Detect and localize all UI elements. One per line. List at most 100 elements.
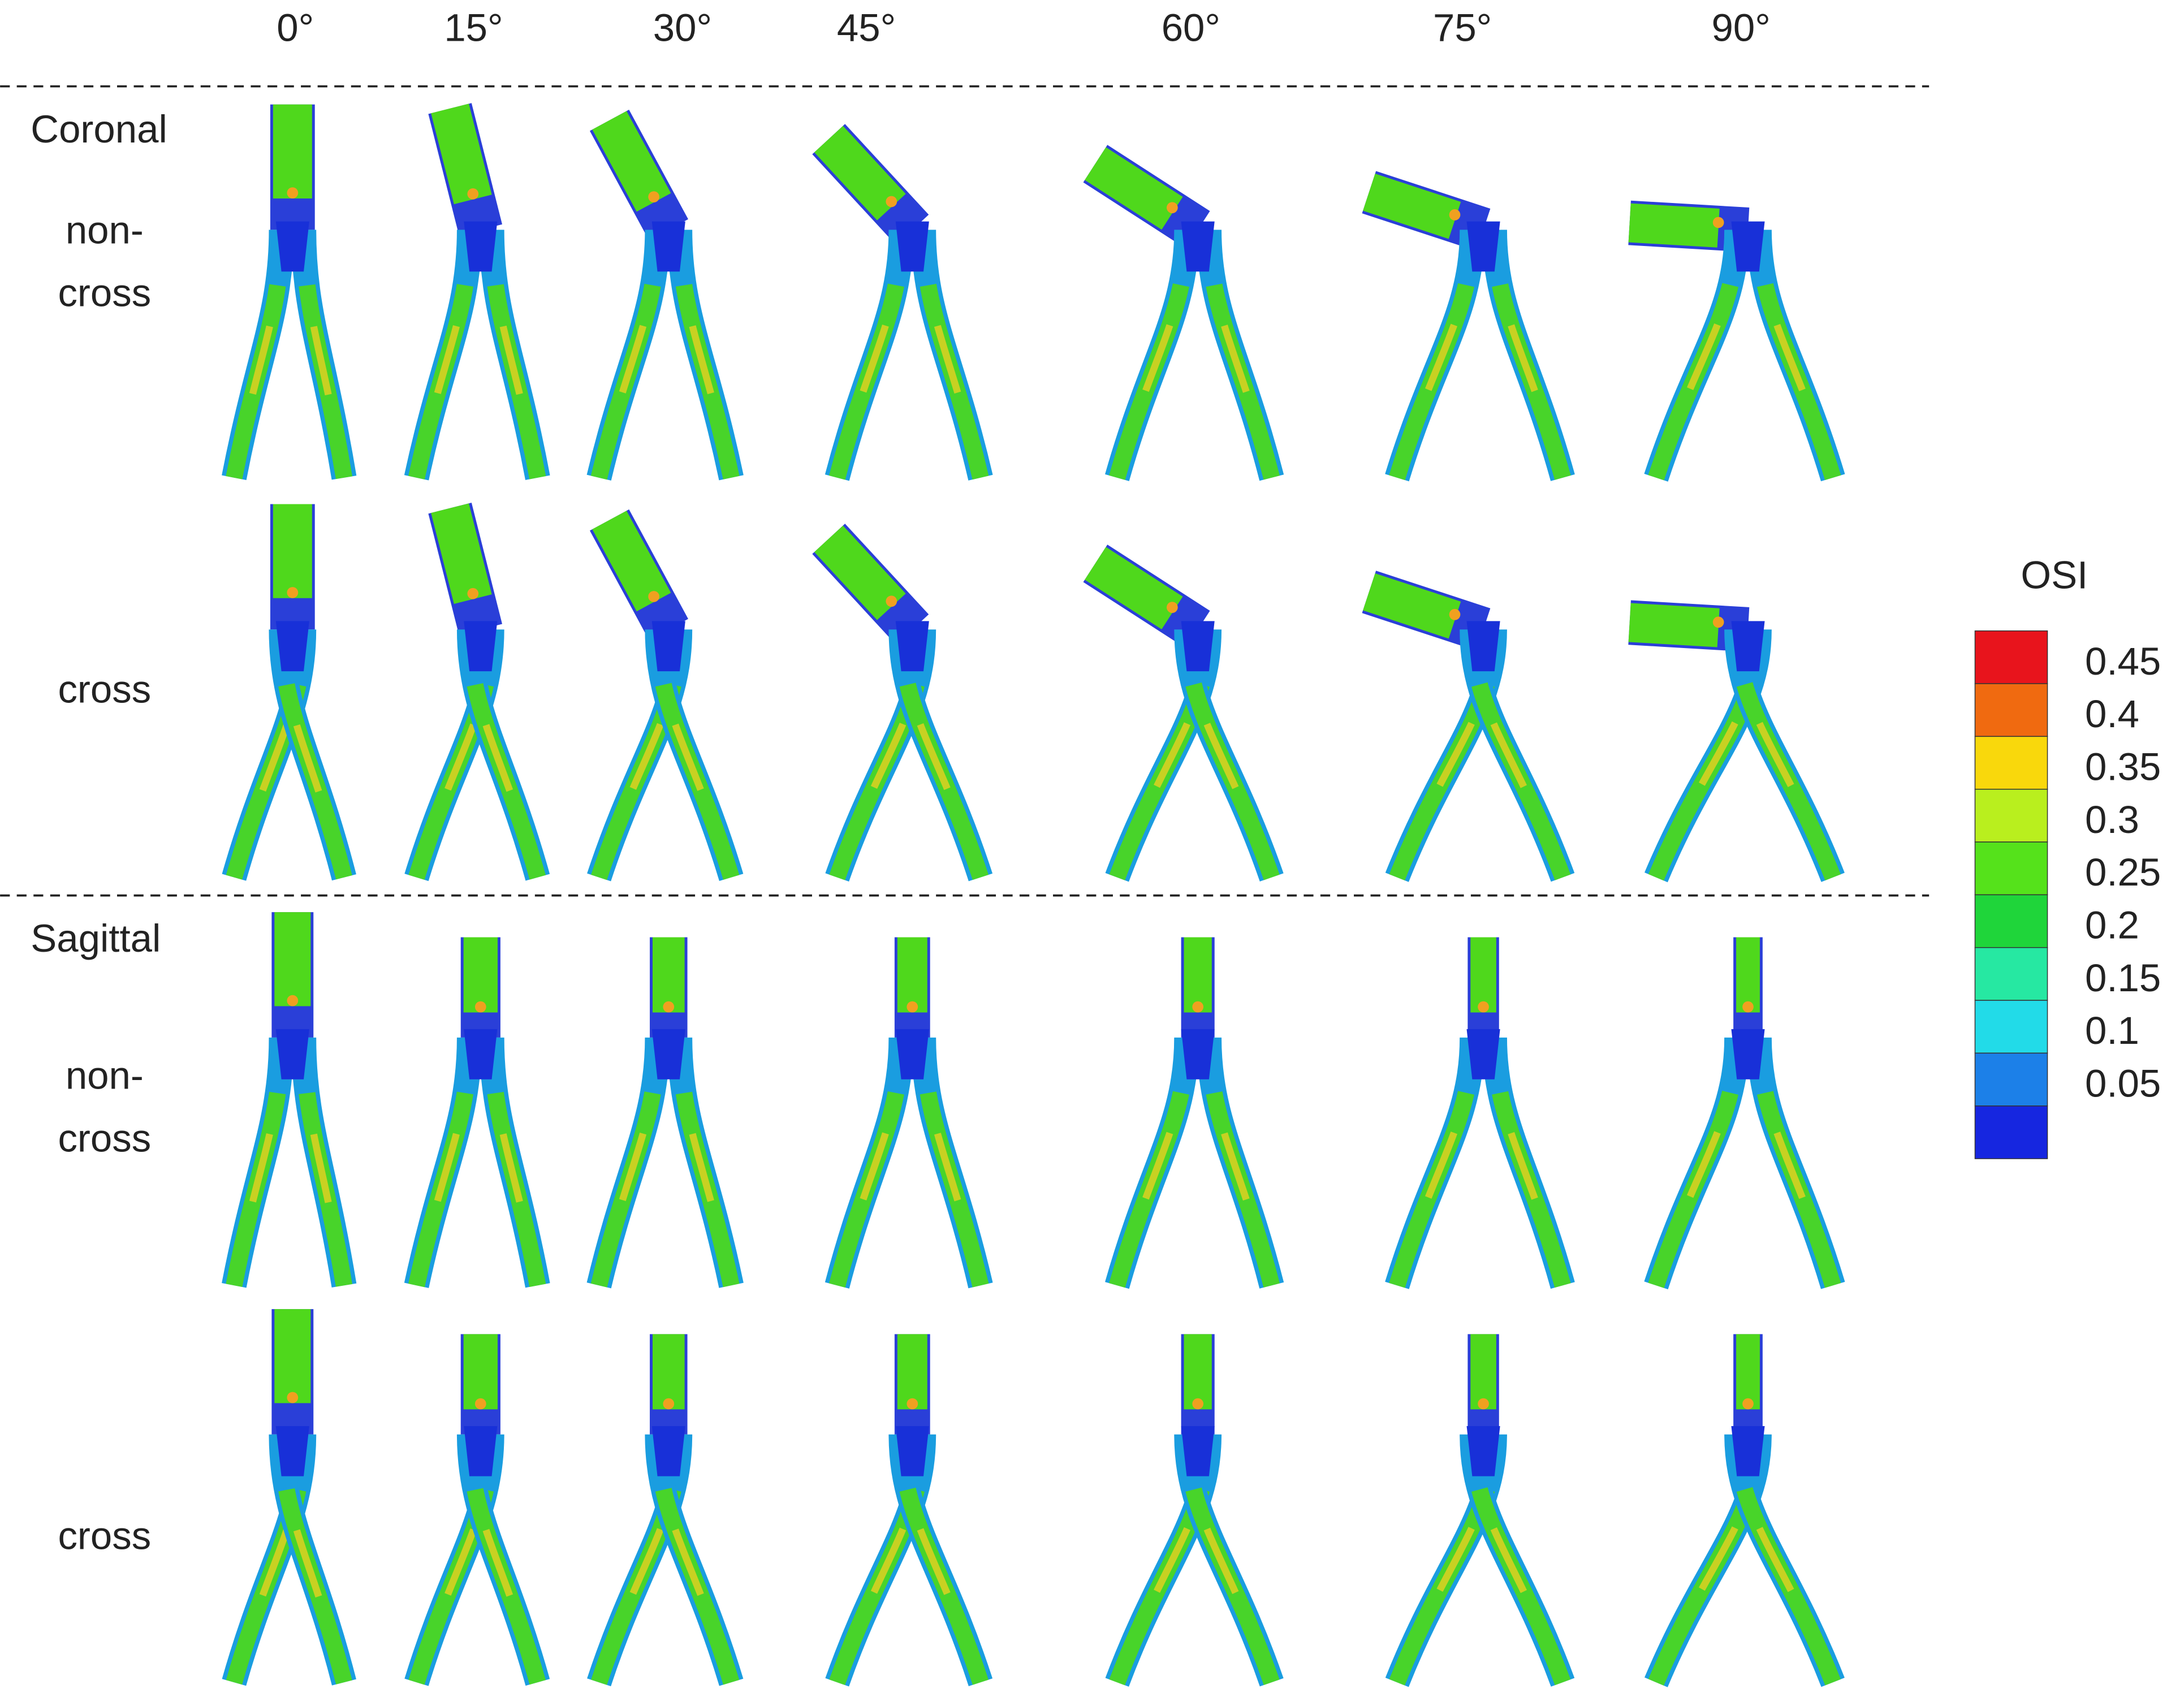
graft-limb <box>1113 230 1190 479</box>
graft <box>812 524 993 882</box>
hotspot <box>287 187 299 198</box>
graft-limb <box>1183 1434 1275 1684</box>
colorbar-label: 0.3 <box>2085 798 2139 841</box>
colorbar-label: 0.1 <box>2085 1009 2139 1052</box>
bifurcation <box>1466 221 1500 272</box>
hotspot <box>287 587 299 598</box>
graft-limb <box>1469 1434 1566 1684</box>
graft-limb <box>413 1434 495 1683</box>
colorbar-label: 0.4 <box>2085 692 2139 736</box>
hotspot <box>1712 217 1724 228</box>
graft <box>222 912 357 1288</box>
column-header: 0° <box>277 6 314 49</box>
row-label: cross <box>58 667 151 711</box>
graft-limb <box>413 230 473 479</box>
colorbar-band <box>1974 736 2048 790</box>
graft-limb <box>230 230 285 478</box>
hotspot <box>1192 1398 1204 1410</box>
graft-limb <box>1755 1037 1837 1286</box>
row-label: non- <box>66 1054 144 1098</box>
graft-trunk <box>1363 174 1461 239</box>
bifurcation <box>1466 1029 1500 1079</box>
graft <box>404 103 550 481</box>
graft <box>1645 1334 1845 1687</box>
colorbar-label: 0.2 <box>2085 903 2139 947</box>
column-header: 30° <box>653 6 712 49</box>
graft-trunk <box>431 103 492 205</box>
section-label: Sagittal <box>31 917 161 960</box>
graft-limb <box>278 629 348 879</box>
graft-trunk <box>814 126 906 221</box>
bifurcation <box>275 621 309 672</box>
hotspot <box>907 1001 918 1013</box>
graft-trunk <box>1628 603 1720 647</box>
graft-limb <box>465 1434 541 1683</box>
column-header: 45° <box>837 6 896 49</box>
graft-limb <box>834 1037 905 1286</box>
graft <box>222 504 356 881</box>
graft-limb <box>413 629 495 879</box>
bifurcation <box>1181 1426 1215 1476</box>
hotspot <box>1478 1001 1489 1013</box>
graft-limb <box>1491 1037 1566 1286</box>
hotspot <box>886 196 897 208</box>
colorbar: OSI 0.45 0.4 0.35 0.3 0.25 0.2 0.15 0.1 0.05 <box>1974 553 2161 1159</box>
graft-limb <box>1113 1434 1213 1684</box>
graft <box>1628 200 1845 482</box>
graft <box>1105 937 1284 1289</box>
bifurcation <box>1731 221 1765 272</box>
hotspot <box>907 1398 918 1410</box>
graft-limb <box>676 230 735 479</box>
graft <box>1362 171 1575 482</box>
colorbar-label: 0.35 <box>2085 745 2161 788</box>
graft-limb <box>1652 629 1763 879</box>
bifurcation <box>1466 1426 1500 1476</box>
graft <box>587 1334 744 1687</box>
graft-limb <box>230 1037 285 1286</box>
hotspot <box>467 588 479 599</box>
hotspot <box>1192 1001 1204 1013</box>
graft-trunk <box>592 111 671 212</box>
hotspot <box>287 1392 299 1403</box>
graft <box>404 503 550 882</box>
hotspot <box>663 1001 675 1013</box>
hotspot <box>1449 608 1461 620</box>
graft-trunk <box>592 511 671 612</box>
graft-limb <box>834 629 927 879</box>
bifurcation <box>651 1029 685 1079</box>
graft-limb <box>920 1037 984 1286</box>
graft-trunk <box>1363 573 1461 639</box>
labels: 0° 15° 30° 45° 60° 75° 90° Coronal non-cross cros… <box>31 6 1771 1557</box>
graft <box>1385 1334 1575 1687</box>
graft <box>1385 937 1575 1289</box>
graft-limb <box>676 1037 735 1286</box>
hotspot <box>1742 1398 1754 1410</box>
graft-limb <box>1113 629 1213 879</box>
graft-limb <box>1113 1037 1190 1286</box>
bifurcation <box>275 221 309 272</box>
bifurcation <box>275 1029 309 1079</box>
bifurcation <box>651 221 685 272</box>
graft-limb <box>654 1434 735 1683</box>
bifurcation <box>895 1029 929 1079</box>
graft <box>404 1334 550 1686</box>
colorbar-band <box>1974 894 2048 948</box>
graft-limb <box>595 629 684 879</box>
bifurcation <box>651 621 685 672</box>
graft <box>1362 571 1575 882</box>
graft <box>586 110 744 481</box>
bifurcation <box>1731 1426 1765 1476</box>
graft-limb <box>300 1037 348 1286</box>
bifurcation <box>895 221 929 272</box>
graft-limb <box>920 230 984 479</box>
colorbar-title: OSI <box>2021 553 2088 597</box>
column-header: 90° <box>1712 6 1771 49</box>
colorbar-band <box>1974 683 2048 737</box>
graft-limb <box>595 1434 684 1684</box>
bifurcation <box>895 621 929 672</box>
graft-limb <box>897 629 984 879</box>
hotspot <box>1167 202 1178 214</box>
graft-limb <box>1652 230 1741 479</box>
hotspot <box>886 595 897 607</box>
bifurcation <box>1466 621 1500 672</box>
